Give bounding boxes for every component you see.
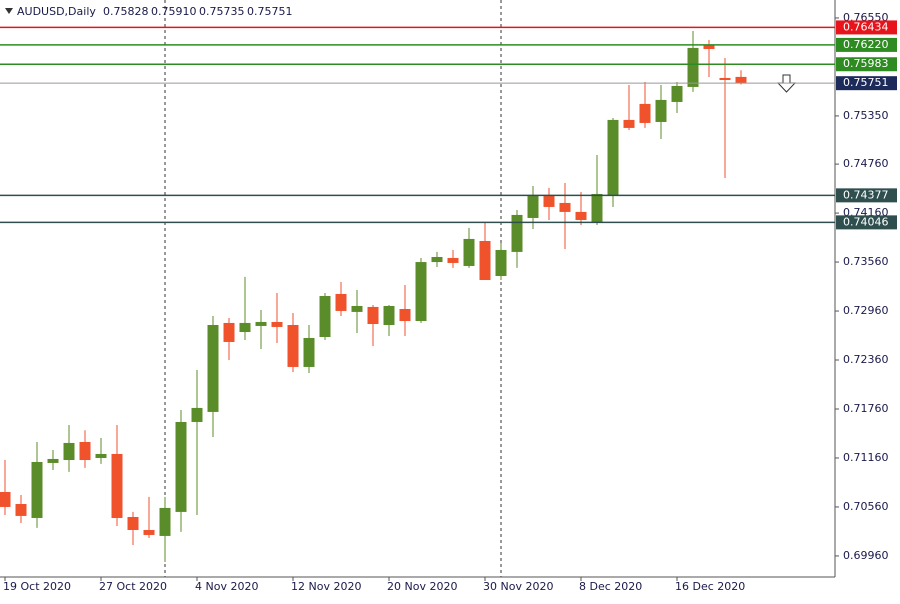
header-value: 0.75751 (247, 5, 293, 18)
price-level-label: 0.75983 (843, 57, 889, 70)
x-tick-label: 16 Dec 2020 (675, 580, 745, 593)
candle-body (319, 296, 331, 337)
header-value: 0.75910 (151, 5, 197, 18)
y-tick-label: 0.71160 (843, 451, 889, 464)
candle-body (399, 308, 411, 321)
candle-body (255, 321, 267, 326)
candle-body (47, 458, 59, 463)
y-tick-label: 0.75350 (843, 109, 889, 122)
candle-body (655, 99, 667, 122)
candle-body (527, 194, 539, 218)
candle-body (0, 492, 11, 507)
candle-body (303, 337, 315, 367)
candle-body (479, 240, 491, 281)
candle-body (95, 453, 107, 458)
candle-body (159, 507, 171, 536)
chart-title: AUDUSD,Daily (17, 5, 96, 18)
candle-body (335, 293, 347, 311)
candle-body (447, 257, 459, 263)
price-level-tag (836, 215, 897, 230)
candle-body (735, 76, 747, 84)
y-tick-label: 0.73560 (843, 255, 889, 268)
x-tick-label: 19 Oct 2020 (3, 580, 71, 593)
x-tick-label: 27 Oct 2020 (99, 580, 167, 593)
x-tick-label: 30 Nov 2020 (483, 580, 553, 593)
candle-body (495, 249, 507, 277)
candle-body (639, 103, 651, 123)
candle-body (511, 214, 523, 252)
menu-triangle[interactable] (5, 8, 13, 14)
candle-body (591, 193, 603, 223)
price-level-label: 0.75751 (843, 76, 889, 89)
candle-body (623, 119, 635, 128)
candle-body (287, 324, 299, 367)
price-level-label: 0.76220 (843, 38, 889, 51)
candle-body (703, 44, 715, 49)
candle-body (111, 453, 123, 518)
candle-body (415, 262, 427, 321)
candle-body (127, 516, 139, 530)
candle-body (63, 442, 75, 461)
candle-body (143, 529, 155, 535)
candle-body (351, 305, 363, 312)
candle-body (223, 322, 235, 342)
candle-body (463, 238, 475, 266)
candle-body (367, 306, 379, 325)
price-level-tag (836, 188, 897, 203)
y-tick-label: 0.72960 (843, 304, 889, 317)
candle-body (687, 47, 699, 87)
candle-body (575, 211, 587, 221)
candle-body (559, 202, 571, 212)
candle-body (719, 77, 731, 81)
y-tick-label: 0.69960 (843, 549, 889, 562)
candle-body (15, 504, 27, 516)
price-level-tag (836, 76, 897, 91)
candle-body (31, 461, 43, 518)
candle-body (207, 324, 219, 412)
header-value: 0.75735 (199, 5, 245, 18)
price-level-tag (836, 57, 897, 72)
candle-body (671, 85, 683, 102)
candle-body (431, 256, 443, 263)
candle-body (239, 322, 251, 333)
price-level-label: 0.74046 (843, 215, 889, 228)
candle-body (191, 407, 203, 422)
candle-body (607, 119, 619, 196)
x-tick-label: 8 Dec 2020 (579, 580, 642, 593)
price-level-label: 0.74377 (843, 188, 889, 201)
y-tick-label: 0.70560 (843, 500, 889, 513)
price-level-label: 0.76434 (843, 20, 889, 33)
price-level-tag (836, 37, 897, 52)
y-tick-label: 0.71760 (843, 402, 889, 415)
price-level-tag (836, 20, 897, 35)
header-value: 0.75828 (103, 5, 149, 18)
candle-body (543, 194, 555, 207)
x-tick-label: 4 Nov 2020 (195, 580, 258, 593)
candle-body (175, 421, 187, 512)
y-tick-label: 0.74760 (843, 157, 889, 170)
x-tick-label: 20 Nov 2020 (387, 580, 457, 593)
candle-body (271, 321, 283, 327)
candle-body (383, 305, 395, 325)
candle-body (79, 441, 91, 461)
y-tick-label: 0.72360 (843, 353, 889, 366)
x-tick-label: 12 Nov 2020 (291, 580, 361, 593)
